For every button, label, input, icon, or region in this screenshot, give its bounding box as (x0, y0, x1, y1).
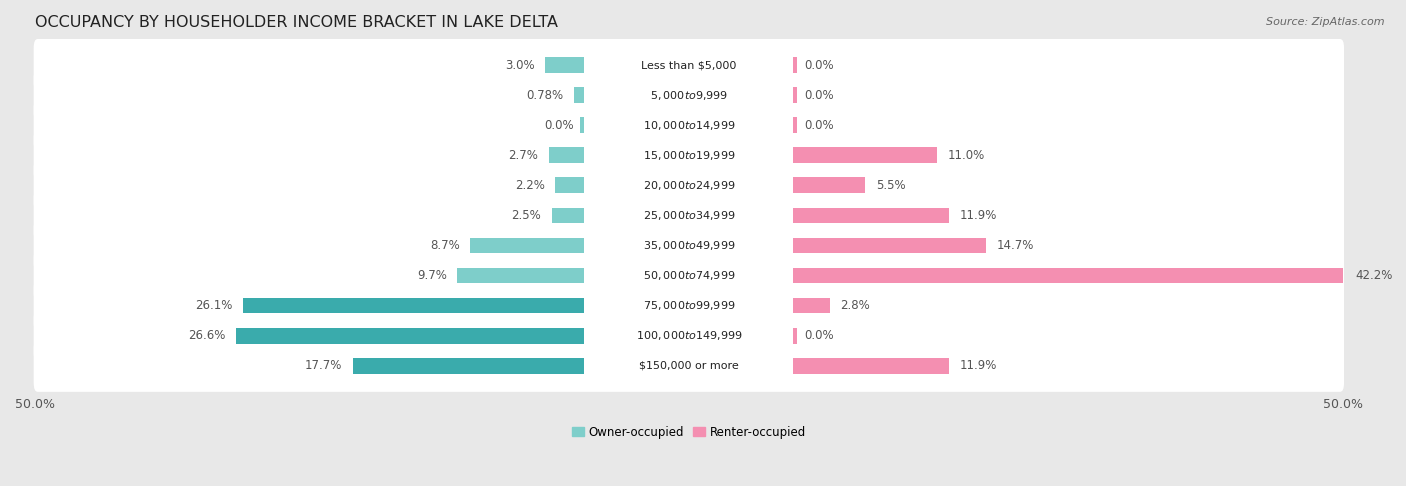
Bar (793, 297, 830, 313)
Text: $15,000 to $19,999: $15,000 to $19,999 (643, 149, 735, 162)
Text: Source: ZipAtlas.com: Source: ZipAtlas.com (1267, 17, 1385, 27)
Text: $25,000 to $34,999: $25,000 to $34,999 (643, 209, 735, 222)
Text: $50,000 to $74,999: $50,000 to $74,999 (643, 269, 735, 282)
Bar (793, 328, 797, 344)
Bar (793, 147, 938, 163)
FancyBboxPatch shape (34, 279, 1344, 332)
Bar (581, 117, 585, 133)
Text: 26.6%: 26.6% (188, 329, 226, 342)
Bar (793, 117, 797, 133)
Bar (551, 208, 585, 224)
Text: $100,000 to $149,999: $100,000 to $149,999 (636, 329, 742, 342)
Bar (546, 57, 585, 73)
Text: 11.0%: 11.0% (948, 149, 986, 162)
Bar (471, 238, 585, 253)
Text: 17.7%: 17.7% (305, 359, 342, 372)
Bar (243, 297, 585, 313)
Text: $35,000 to $49,999: $35,000 to $49,999 (643, 239, 735, 252)
Text: 0.0%: 0.0% (804, 329, 834, 342)
Bar (793, 87, 797, 103)
Text: 0.0%: 0.0% (804, 89, 834, 102)
Bar (793, 208, 949, 224)
Bar (555, 177, 585, 193)
Text: 9.7%: 9.7% (418, 269, 447, 282)
Bar (236, 328, 585, 344)
Text: $20,000 to $24,999: $20,000 to $24,999 (643, 179, 735, 192)
Bar (793, 268, 1346, 283)
Text: 0.0%: 0.0% (544, 119, 574, 132)
Text: 2.8%: 2.8% (841, 299, 870, 312)
FancyBboxPatch shape (34, 310, 1344, 362)
Text: $75,000 to $99,999: $75,000 to $99,999 (643, 299, 735, 312)
Text: 11.9%: 11.9% (959, 359, 997, 372)
FancyBboxPatch shape (34, 340, 1344, 392)
Bar (793, 358, 949, 374)
FancyBboxPatch shape (34, 219, 1344, 272)
Bar (353, 358, 585, 374)
FancyBboxPatch shape (34, 189, 1344, 242)
Text: $10,000 to $14,999: $10,000 to $14,999 (643, 119, 735, 132)
Text: 26.1%: 26.1% (195, 299, 232, 312)
FancyBboxPatch shape (34, 69, 1344, 122)
Bar (793, 177, 866, 193)
Text: OCCUPANCY BY HOUSEHOLDER INCOME BRACKET IN LAKE DELTA: OCCUPANCY BY HOUSEHOLDER INCOME BRACKET … (35, 15, 558, 30)
Text: 0.0%: 0.0% (804, 59, 834, 71)
FancyBboxPatch shape (34, 39, 1344, 91)
Legend: Owner-occupied, Renter-occupied: Owner-occupied, Renter-occupied (567, 421, 811, 444)
FancyBboxPatch shape (34, 249, 1344, 302)
Text: 0.0%: 0.0% (804, 119, 834, 132)
Text: 14.7%: 14.7% (997, 239, 1033, 252)
Text: 42.2%: 42.2% (1355, 269, 1393, 282)
Bar (793, 57, 797, 73)
Text: 3.0%: 3.0% (505, 59, 534, 71)
Text: $150,000 or more: $150,000 or more (638, 361, 738, 371)
Text: 5.5%: 5.5% (876, 179, 905, 192)
Bar (574, 87, 585, 103)
Text: Less than $5,000: Less than $5,000 (641, 60, 737, 70)
Text: 2.5%: 2.5% (512, 209, 541, 222)
Bar (457, 268, 585, 283)
Text: 2.7%: 2.7% (509, 149, 538, 162)
Text: $5,000 to $9,999: $5,000 to $9,999 (650, 89, 728, 102)
FancyBboxPatch shape (34, 129, 1344, 181)
Bar (793, 238, 986, 253)
Text: 8.7%: 8.7% (430, 239, 460, 252)
Text: 2.2%: 2.2% (515, 179, 546, 192)
FancyBboxPatch shape (34, 159, 1344, 211)
FancyBboxPatch shape (34, 99, 1344, 152)
Bar (548, 147, 585, 163)
Text: 0.78%: 0.78% (526, 89, 564, 102)
Text: 11.9%: 11.9% (959, 209, 997, 222)
